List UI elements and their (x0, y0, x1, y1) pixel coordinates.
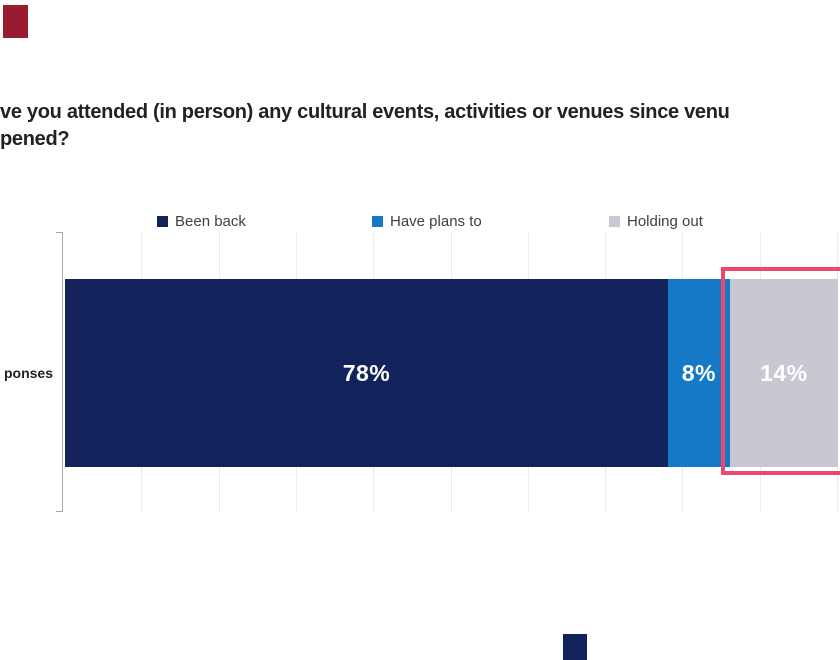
bar-segment-have-plans-to: 8% (667, 279, 730, 467)
category-label: ponses (3, 365, 53, 381)
legend-label: Been back (175, 212, 246, 230)
axis-tick-bottom (56, 511, 63, 512)
data-label: 8% (681, 359, 716, 386)
category-axis-line (62, 232, 63, 512)
stacked-bar: 78% 8% 14% (65, 279, 838, 467)
highlight-box-holding-out (721, 267, 840, 475)
legend-swatch-have-plans-to-icon (372, 215, 383, 227)
data-label: 14% (760, 359, 808, 386)
chart-title: ve you attended (in person) any cultural… (0, 99, 840, 153)
cutoff-shape-top-left (3, 5, 28, 38)
legend-item-holding-out: Holding out (609, 211, 703, 231)
legend-swatch-been-back-icon (157, 215, 168, 227)
axis-tick-top (56, 232, 63, 233)
chart-title-line-1: ve you attended (in person) any cultural… (0, 101, 730, 123)
cutoff-shape-bottom (563, 634, 587, 660)
legend-label: Have plans to (390, 212, 482, 230)
chart-title-line-2: pened? (0, 128, 70, 150)
legend-item-been-back: Been back (157, 211, 246, 231)
bar-segment-holding-out: 14% (729, 279, 838, 467)
legend-swatch-holding-out-icon (609, 215, 620, 227)
legend-item-have-plans-to: Have plans to (372, 211, 482, 231)
legend-label: Holding out (627, 212, 703, 230)
bar-segment-been-back: 78% (65, 279, 668, 467)
data-label: 78% (342, 359, 391, 386)
